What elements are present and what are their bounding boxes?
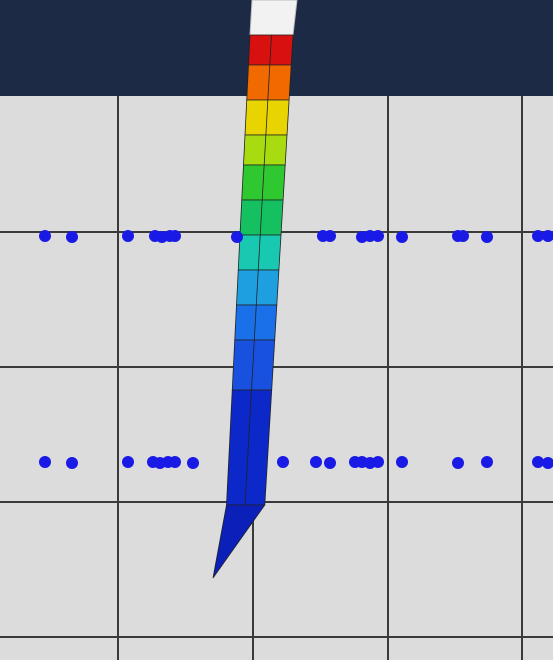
particle	[39, 230, 51, 242]
particle	[39, 456, 51, 468]
body: (() => { const NS = 'http://www.w3.org/2…	[0, 0, 553, 660]
particle	[372, 456, 384, 468]
particle	[372, 230, 384, 242]
particle	[66, 457, 78, 469]
particle	[277, 456, 289, 468]
particle	[324, 230, 336, 242]
needle-top	[250, 0, 297, 35]
particle	[324, 457, 336, 469]
particle	[481, 231, 493, 243]
particle	[396, 456, 408, 468]
particle	[187, 457, 199, 469]
particle	[481, 456, 493, 468]
particle	[457, 230, 469, 242]
simulation-view	[0, 0, 553, 660]
particle	[452, 457, 464, 469]
particle	[231, 231, 243, 243]
particle	[169, 230, 181, 242]
needle-segment	[232, 340, 274, 390]
particle	[66, 231, 78, 243]
particle	[169, 456, 181, 468]
particle	[310, 456, 322, 468]
particle	[122, 230, 134, 242]
particle	[396, 231, 408, 243]
particle	[122, 456, 134, 468]
needle-segment	[227, 390, 272, 505]
page: {} html, body { margin: 0; padding: 0; w…	[0, 0, 553, 660]
